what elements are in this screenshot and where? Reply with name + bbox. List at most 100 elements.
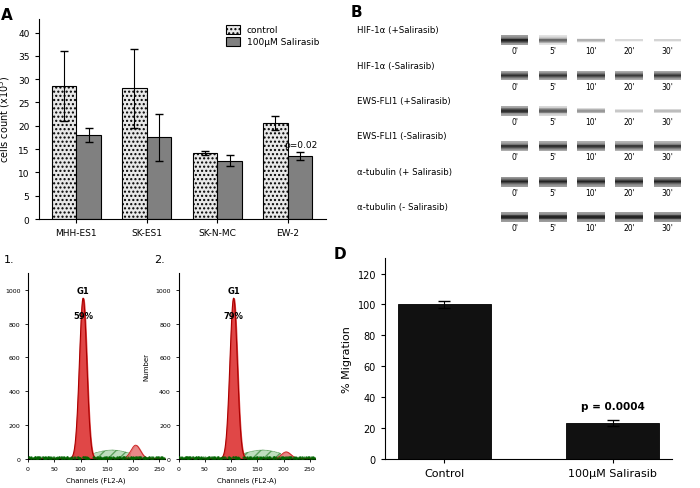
Bar	[539, 45, 566, 46]
Text: 5': 5'	[550, 153, 556, 162]
Point	[181, 455, 193, 463]
Bar	[654, 215, 681, 216]
Point	[245, 453, 256, 461]
Point	[248, 455, 259, 463]
Bar	[578, 177, 605, 178]
Bar	[654, 182, 681, 183]
Point	[152, 454, 163, 462]
Point	[180, 453, 191, 461]
Point	[43, 455, 55, 463]
Point	[97, 454, 108, 462]
Point	[176, 454, 187, 462]
Bar	[501, 38, 528, 39]
Point	[297, 455, 308, 463]
Point	[69, 453, 80, 461]
Point	[106, 454, 117, 462]
Bar	[615, 112, 643, 113]
Bar	[539, 112, 566, 113]
Point	[245, 455, 256, 463]
Point	[187, 453, 198, 461]
Point	[178, 454, 189, 462]
Bar	[615, 39, 643, 40]
Point	[102, 453, 113, 461]
Bar	[615, 147, 643, 148]
Point	[25, 454, 36, 462]
Point	[280, 453, 291, 461]
Bar	[566, 423, 659, 459]
Point	[228, 453, 239, 461]
Point	[65, 455, 76, 463]
Bar	[539, 142, 566, 143]
Point	[144, 454, 155, 462]
Bar	[578, 147, 605, 148]
Point	[276, 455, 288, 463]
Bar	[615, 151, 643, 152]
Bar	[654, 78, 681, 79]
Point	[297, 453, 308, 461]
Bar	[654, 37, 681, 38]
Point	[223, 453, 235, 461]
Point	[144, 453, 155, 461]
Bar	[654, 80, 681, 81]
Text: 0': 0'	[511, 47, 518, 56]
Point	[28, 454, 39, 462]
Point	[80, 453, 91, 461]
Point	[62, 455, 74, 463]
Bar	[501, 37, 528, 38]
Bar	[615, 150, 643, 151]
Bar	[578, 110, 605, 111]
Bar	[654, 112, 681, 113]
Point	[239, 454, 250, 462]
Point	[81, 454, 92, 462]
Bar	[578, 73, 605, 74]
Bar	[539, 148, 566, 149]
Bar	[578, 44, 605, 45]
Point	[206, 454, 218, 462]
Point	[133, 454, 144, 462]
Point	[304, 453, 315, 461]
Point	[286, 453, 297, 461]
Point	[239, 453, 250, 461]
Bar	[578, 151, 605, 152]
Text: p = 0.0004: p = 0.0004	[581, 402, 645, 411]
Bar	[615, 43, 643, 44]
Point	[29, 453, 41, 461]
Point	[155, 453, 166, 461]
Point	[140, 454, 151, 462]
Text: 30': 30'	[662, 118, 673, 127]
Point	[185, 454, 196, 462]
Point	[32, 455, 43, 463]
Bar	[578, 109, 605, 110]
Point	[302, 453, 314, 461]
Point	[241, 455, 253, 463]
Point	[256, 453, 267, 461]
Point	[127, 453, 139, 461]
Point	[248, 454, 259, 462]
Point	[61, 453, 72, 461]
Text: 1.: 1.	[4, 255, 14, 264]
Bar	[501, 178, 528, 179]
Point	[50, 454, 62, 462]
Point	[40, 453, 51, 461]
Bar	[501, 151, 528, 152]
Point	[40, 454, 51, 462]
Bar	[615, 36, 643, 37]
Point	[243, 453, 254, 461]
Point	[58, 453, 69, 461]
Point	[194, 455, 205, 463]
Point	[118, 453, 129, 461]
Point	[148, 453, 159, 461]
Point	[88, 454, 99, 462]
Point	[241, 453, 253, 461]
Point	[43, 454, 55, 462]
Point	[260, 454, 271, 462]
Point	[155, 455, 167, 463]
Bar	[615, 217, 643, 218]
Bar	[654, 144, 681, 145]
Bar	[578, 222, 605, 223]
Point	[178, 454, 190, 462]
Bar	[501, 112, 528, 113]
Bar	[615, 75, 643, 76]
Point	[141, 454, 153, 462]
Bar	[578, 215, 605, 216]
